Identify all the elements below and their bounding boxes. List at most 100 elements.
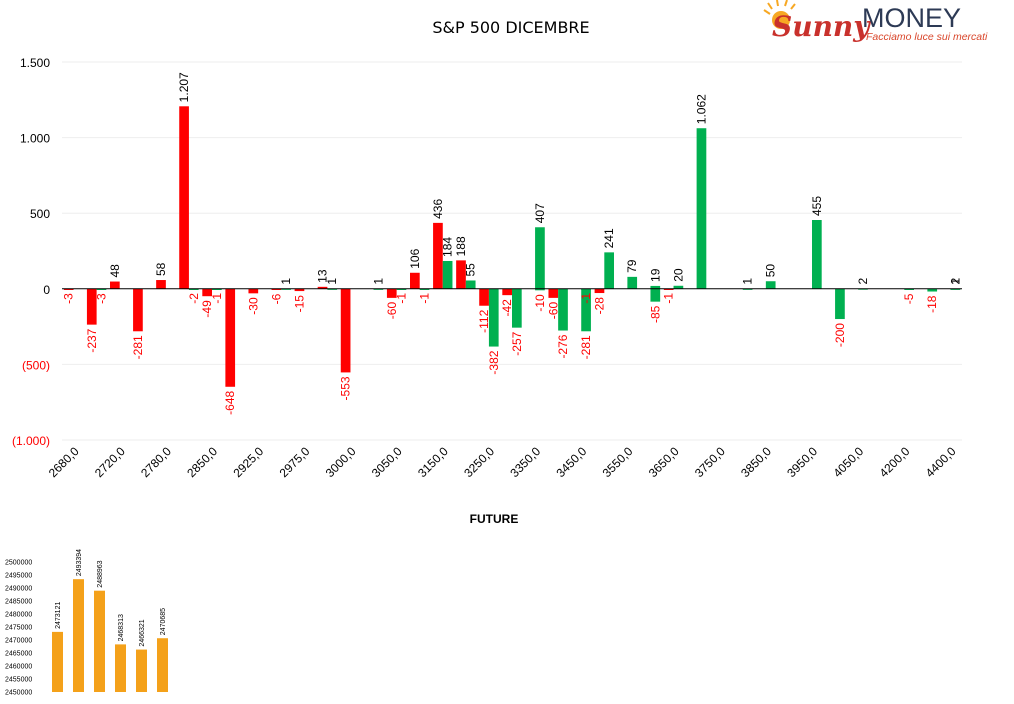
data-label: 407	[533, 203, 547, 223]
bar	[558, 288, 568, 331]
data-label: 1	[371, 278, 385, 285]
future-y-tick-label: 2450000	[5, 690, 32, 697]
y-tick-label: 1.500	[20, 56, 50, 70]
future-data-labels: 2473121 2493394 2488963 2468313 2466321 24706…	[55, 549, 167, 647]
bar	[188, 288, 199, 290]
future-data-label: 2473121	[55, 602, 62, 629]
future-title: FUTURE	[470, 512, 519, 526]
future-y-tick-label: 2455000	[5, 677, 32, 684]
x-tick-label: 3350,0	[507, 444, 543, 480]
data-label: 50	[764, 264, 778, 278]
x-tick-label: 3650,0	[646, 444, 682, 480]
bar	[663, 288, 674, 290]
x-tick-label: 2850,0	[184, 444, 220, 480]
data-label: -49	[200, 300, 214, 318]
future-data-label: 2468313	[118, 614, 125, 641]
x-tick-label: 3950,0	[784, 444, 820, 480]
bar	[502, 288, 512, 296]
logo-word: MONEY	[862, 3, 961, 33]
x-tick-label: 3850,0	[738, 444, 774, 480]
bar	[442, 260, 453, 289]
x-tick-label: 2780,0	[138, 444, 174, 480]
data-label: -1	[210, 293, 224, 304]
future-bar	[52, 631, 63, 692]
bar	[86, 288, 97, 325]
data-label: -1	[662, 293, 676, 304]
x-tick-label: 3250,0	[461, 444, 497, 480]
bar	[419, 288, 430, 290]
data-label: 188	[454, 236, 468, 256]
data-label: -553	[339, 376, 353, 400]
data-label: 455	[810, 196, 824, 216]
future-y-tick-label: 2465000	[5, 651, 32, 658]
data-label: 55	[464, 263, 478, 277]
bar	[202, 288, 212, 297]
y-axis-ticks: 1.500 1.000 500 0 (500) (1.000)	[12, 56, 50, 448]
data-label: -281	[579, 335, 593, 359]
data-label: 2	[856, 277, 870, 284]
bar	[696, 128, 707, 289]
bar	[212, 288, 222, 290]
data-label: -6	[269, 293, 283, 304]
data-label: -3	[62, 293, 76, 304]
future-data-label: 2470685	[160, 608, 167, 635]
bar	[96, 288, 107, 290]
bar	[650, 285, 661, 289]
future-y-tick-label: 2480000	[5, 612, 32, 619]
data-label: -60	[385, 302, 399, 320]
data-label: -30	[246, 297, 260, 315]
data-label: 1.062	[694, 94, 708, 124]
bar	[225, 288, 236, 387]
bar	[133, 288, 143, 332]
sunny-money-logo: Sunny MONEY Facciamo luce sui mercati	[763, 0, 988, 43]
bar	[604, 252, 614, 289]
data-label: 48	[108, 264, 122, 278]
bar	[271, 288, 282, 290]
data-label: -1	[579, 293, 593, 304]
x-tick-label: 3050,0	[369, 444, 405, 480]
data-label: -28	[592, 297, 606, 315]
x-tick-label: 4050,0	[830, 444, 866, 480]
logo-script: Sunny	[772, 10, 871, 43]
data-label: 106	[408, 248, 422, 268]
data-label: -42	[500, 299, 514, 317]
future-y-tick-label: 2500000	[5, 560, 32, 567]
future-data-label: 2488963	[97, 560, 104, 587]
bar	[535, 288, 545, 291]
data-label: -1	[394, 293, 408, 304]
future-y-tick-label: 2460000	[5, 664, 32, 671]
y-tick-label: (500)	[22, 358, 50, 372]
y-tick-label: 500	[30, 207, 50, 221]
data-label: 1	[279, 278, 293, 285]
y-tick-label: 1.000	[20, 132, 50, 146]
bars	[63, 106, 961, 387]
bar	[340, 288, 351, 373]
data-label: 19	[648, 268, 662, 282]
data-label: 1	[325, 278, 339, 285]
future-chart: FUTURE 2450000 2455000 2460000 2465000 24700…	[5, 512, 518, 697]
future-bar	[73, 579, 84, 692]
data-label: -281	[131, 335, 145, 359]
bar	[673, 285, 684, 289]
bar	[110, 281, 120, 289]
bar	[317, 286, 328, 289]
data-label: -200	[833, 323, 847, 347]
data-label: -15	[292, 295, 306, 313]
bar	[812, 220, 822, 289]
x-tick-label: 3750,0	[692, 444, 728, 480]
data-label: -85	[648, 305, 662, 323]
data-label: -1	[418, 293, 432, 304]
bar	[156, 280, 166, 289]
bar	[386, 288, 397, 298]
future-y-tick-label: 2490000	[5, 586, 32, 593]
future-y-tick-label: 2495000	[5, 573, 32, 580]
bar	[479, 288, 489, 306]
bar	[581, 288, 591, 332]
x-tick-label: 4400,0	[923, 444, 959, 480]
bar	[904, 288, 914, 290]
bar	[456, 260, 466, 289]
data-label: -257	[510, 331, 524, 355]
bar	[765, 281, 776, 289]
future-y-tick-label: 2470000	[5, 638, 32, 645]
